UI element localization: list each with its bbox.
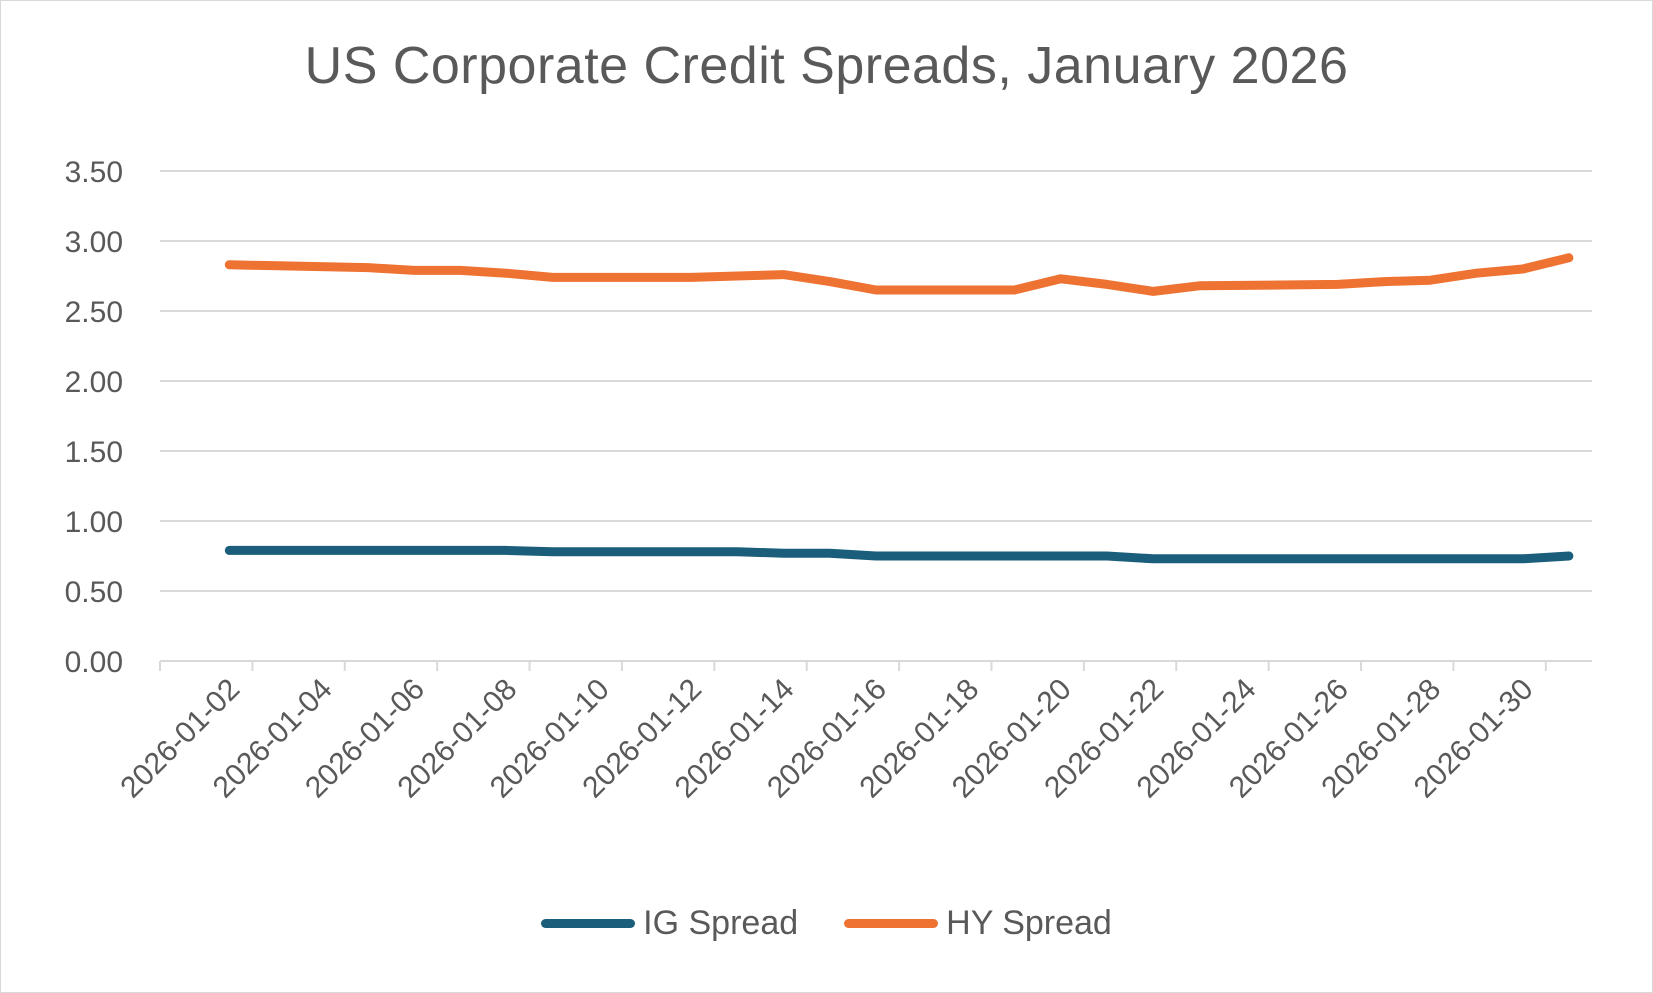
legend-swatch-ig xyxy=(541,918,636,928)
legend-item-hy[interactable]: HY Spread xyxy=(844,904,1112,943)
series-lines xyxy=(224,253,1574,564)
x-axis xyxy=(159,660,1592,671)
legend-item-ig[interactable]: IG Spread xyxy=(541,904,798,943)
series-line-ig xyxy=(224,545,1574,564)
y-tick-label: 2.50 xyxy=(65,296,123,329)
y-tick-label: 2.00 xyxy=(65,366,123,399)
legend-swatch-hy xyxy=(844,918,939,928)
legend-label-ig: IG Spread xyxy=(643,903,799,942)
legend-label-hy: HY Spread xyxy=(946,903,1112,942)
gridlines xyxy=(160,170,1592,662)
x-axis-tick-labels: 2026-01-022026-01-042026-01-062026-01-08… xyxy=(114,673,1539,805)
legend: IG Spread HY Spread xyxy=(0,898,1653,948)
series-line-hy xyxy=(224,253,1574,296)
y-tick-label: 3.00 xyxy=(65,226,123,259)
y-tick-label: 1.50 xyxy=(65,436,123,469)
chart-title: US Corporate Credit Spreads, January 202… xyxy=(304,37,1349,95)
y-tick-label: 0.00 xyxy=(65,646,123,679)
y-tick-label: 3.50 xyxy=(65,156,123,189)
y-tick-label: 0.50 xyxy=(65,576,123,609)
y-tick-label: 1.00 xyxy=(65,506,123,539)
y-axis-tick-labels: 0.00 0.50 1.00 1.50 2.00 2.50 3.00 3.50 xyxy=(65,156,123,679)
